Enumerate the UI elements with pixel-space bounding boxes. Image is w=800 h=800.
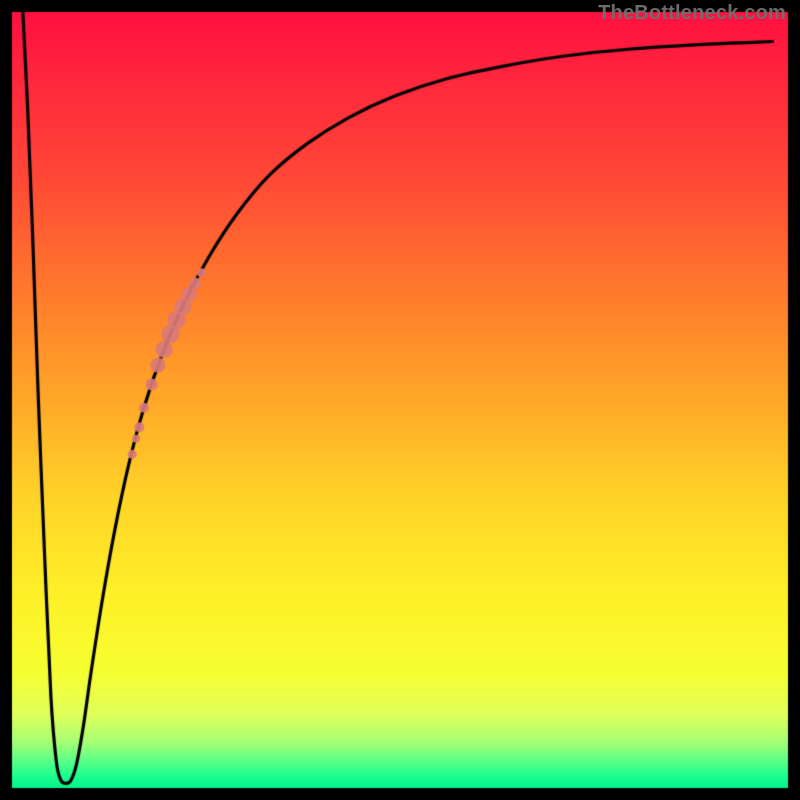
- bottleneck-chart: TheBottleneck.com: [0, 0, 800, 800]
- chart-canvas: [0, 0, 800, 800]
